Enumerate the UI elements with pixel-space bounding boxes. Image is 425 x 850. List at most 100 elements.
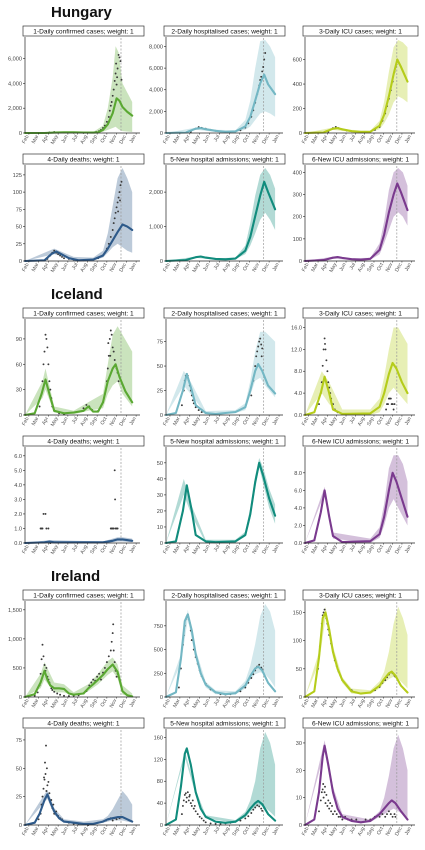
uncertainty-band (305, 40, 408, 133)
x-tick-label: Nov (385, 544, 395, 555)
y-tick-label: 0 (299, 131, 302, 137)
data-point (112, 649, 115, 652)
x-tick-label: Apr (41, 698, 50, 708)
data-point (257, 345, 260, 348)
x-tick-label: Sep (232, 416, 242, 427)
data-point (183, 793, 186, 796)
x-tick-label: Feb (21, 544, 31, 555)
data-point (106, 367, 109, 370)
y-tick-label: 750 (154, 624, 163, 630)
panel-title-box (22, 717, 145, 729)
panel-title: 4-Daily deaths; weight: 1 (47, 720, 120, 727)
x-tick-label: Nov (109, 416, 119, 427)
x-tick-label: Jul (349, 544, 357, 553)
data-point (117, 380, 120, 383)
data-point (112, 222, 115, 225)
x-tick-label: Apr (182, 416, 191, 426)
x-tick-label: Sep (89, 826, 99, 837)
x-tick-label: Mar (172, 826, 182, 837)
x-tick-label: Jul (349, 262, 357, 271)
data-point (107, 115, 110, 118)
x-tick-label: Jun (60, 262, 69, 272)
y-tick-label: 0 (19, 695, 22, 701)
data-point (114, 211, 117, 214)
y-tick-label: 500 (13, 666, 22, 672)
y-tick-label: 0 (160, 695, 163, 701)
data-point (190, 804, 193, 807)
x-tick-label: Jan (129, 262, 138, 272)
x-tick-label: Jun (202, 826, 211, 836)
data-point (325, 359, 328, 362)
x-tick-label: Jan (404, 826, 413, 836)
y-tick-label: 0 (160, 541, 163, 547)
data-point (326, 804, 329, 807)
y-tick-label: 1,500 (8, 608, 22, 614)
x-tick-label: Nov (251, 134, 261, 145)
x-tick-label: Sep (366, 698, 376, 709)
y-tick-label: 20 (296, 768, 302, 774)
x-tick-label: Jul (213, 826, 221, 835)
x-tick-label: Feb (301, 416, 311, 427)
x-tick-label: Apr (320, 826, 329, 836)
data-point (46, 346, 49, 349)
series-line (303, 611, 409, 699)
data-point (110, 333, 113, 336)
data-point (259, 337, 262, 340)
data-point (254, 806, 257, 809)
series-line (23, 363, 134, 417)
x-tick-label: Dec (394, 544, 404, 555)
data-point (112, 623, 115, 626)
country-title: Iceland (51, 286, 103, 303)
y-tick-label: 300 (293, 193, 302, 199)
panel-title-box (163, 25, 286, 37)
data-point (192, 807, 195, 810)
x-tick-label: Jan (404, 262, 413, 272)
data-point (387, 810, 390, 813)
data-point (107, 354, 110, 357)
data-point (202, 819, 205, 822)
x-tick-label: Apr (320, 416, 329, 426)
y-tick-label: 0.0 (294, 541, 302, 547)
data-point (118, 56, 121, 59)
x-tick-label: Oct (376, 698, 385, 708)
y-tick-label: 1,000 (8, 637, 22, 643)
x-tick-label: Nov (109, 826, 119, 837)
x-tick-label: Oct (100, 134, 109, 144)
data-point (108, 337, 111, 340)
country-title: Ireland (51, 568, 100, 585)
data-point (185, 796, 188, 799)
data-point (116, 76, 119, 79)
x-tick-label: Dec (394, 826, 404, 837)
panel: 2-Daily hospitalised cases; weight: 1 0 25… (154, 589, 286, 710)
y-tick-label: 0 (160, 259, 163, 265)
x-tick-label: Apr (41, 826, 50, 836)
data-point (258, 340, 261, 343)
y-tick-label: 0 (299, 823, 302, 829)
x-tick-label: Apr (320, 262, 329, 272)
data-point (262, 66, 265, 68)
x-tick-label: Jul (349, 826, 357, 835)
panel-title: 1-Daily confirmed cases; weight: 1 (33, 28, 134, 35)
x-tick-label: Jun (339, 826, 348, 836)
x-tick-label: Mar (310, 134, 320, 145)
data-point (43, 664, 46, 666)
series-line (23, 663, 134, 699)
y-tick-label: 600 (293, 58, 302, 64)
y-tick-label: 0.0 (14, 541, 22, 547)
y-tick-label: 2.0 (14, 512, 22, 518)
series-line (23, 97, 134, 135)
data-point (335, 813, 338, 816)
x-tick-label: Oct (376, 134, 385, 144)
panel-title-box (163, 307, 286, 319)
data-point (43, 776, 45, 779)
data-point (247, 815, 250, 818)
x-tick-label: Sep (89, 544, 99, 555)
x-tick-label: Jun (339, 698, 348, 708)
x-tick-label: Dec (394, 698, 404, 709)
data-point (103, 666, 106, 669)
x-tick-label: Oct (242, 698, 251, 708)
data-point (191, 799, 194, 802)
panel-title: 6-New ICU admissions; weight: 1 (312, 720, 409, 727)
data-point (45, 744, 47, 747)
